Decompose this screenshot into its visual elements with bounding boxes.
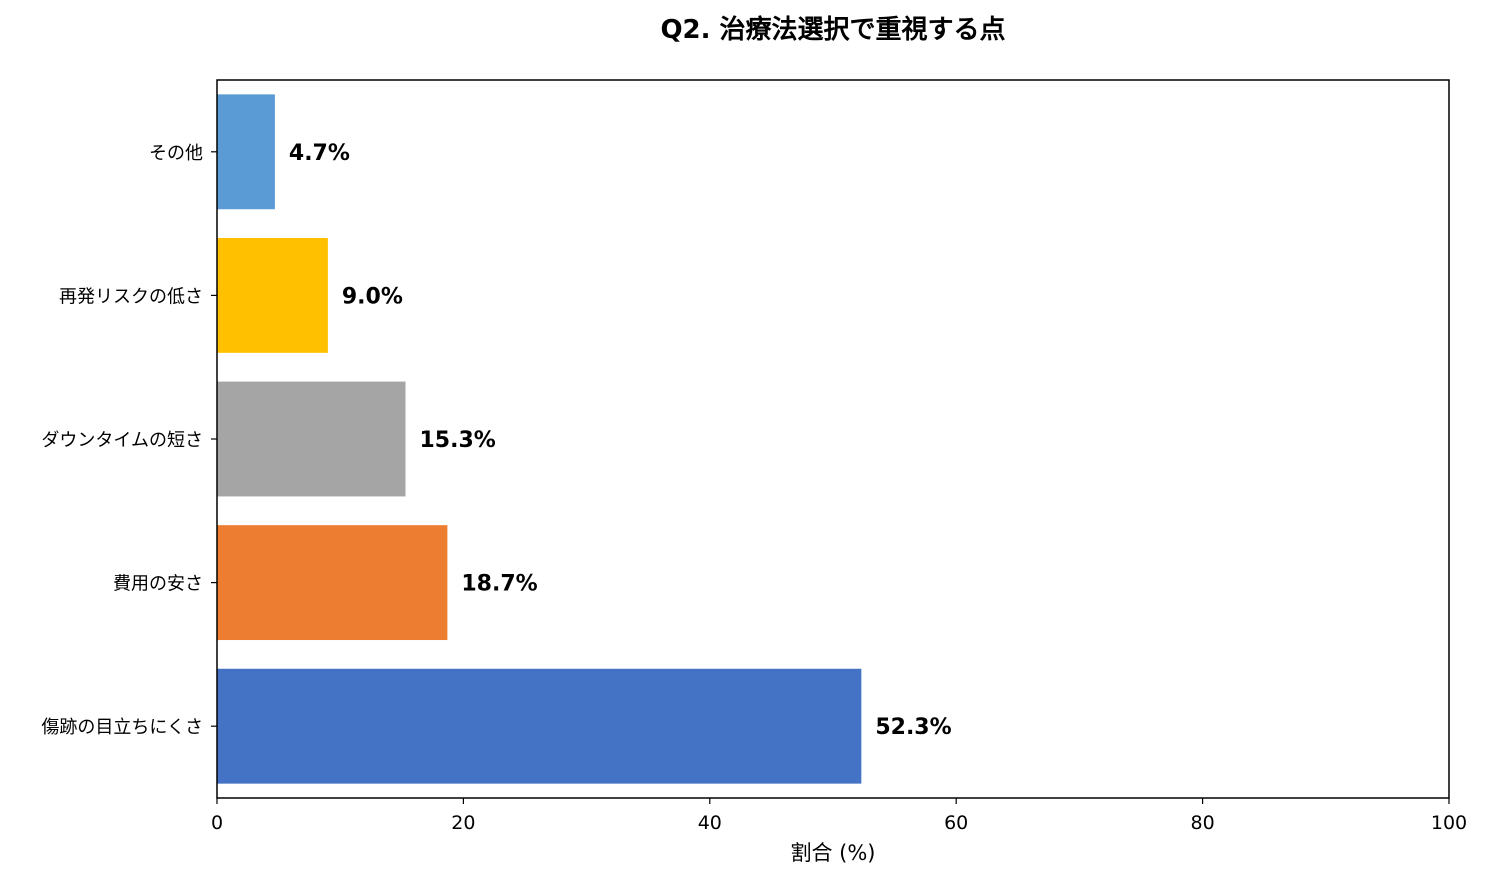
x-tick-label-2: 40 — [698, 812, 722, 834]
x-tick-label-0: 0 — [211, 812, 223, 834]
data-label-4: 4.7% — [289, 141, 350, 166]
y-tick-label-4: その他 — [149, 143, 203, 164]
x-axis-label: 割合 (%) — [790, 841, 875, 865]
x-tick-label-1: 20 — [451, 812, 475, 834]
chart-title: Q2. 治療法選択で重視する点 — [660, 14, 1005, 45]
y-axis: 傷跡の目立ちにくさ 費用の安さ ダウンタイムの短さ 再発リスクの低さ その他 — [41, 143, 217, 738]
data-label-0: 52.3% — [875, 715, 951, 740]
x-axis: 0 20 40 60 80 100 — [211, 798, 1467, 834]
y-tick-label-1: 費用の安さ — [113, 574, 203, 595]
bar-0 — [217, 668, 862, 784]
bars-layer — [217, 94, 862, 784]
y-tick-label-0: 傷跡の目立ちにくさ — [41, 717, 203, 738]
bar-2 — [217, 381, 406, 497]
x-tick-label-3: 60 — [944, 812, 968, 834]
plot-frame — [216, 79, 1450, 799]
y-tick-label-3: 再発リスクの低さ — [59, 286, 203, 307]
x-tick-label-5: 100 — [1431, 812, 1467, 834]
data-label-1: 18.7% — [461, 572, 537, 597]
bar-3 — [217, 237, 328, 353]
x-tick-label-4: 80 — [1191, 812, 1215, 834]
data-label-3: 9.0% — [342, 284, 403, 309]
y-tick-label-2: ダウンタイムの短さ — [41, 430, 203, 451]
data-labels-layer: 52.3% 18.7% 15.3% 9.0% 4.7% — [289, 141, 952, 740]
bar-1 — [217, 525, 448, 641]
data-label-2: 15.3% — [419, 428, 495, 453]
bar-4 — [217, 94, 275, 210]
